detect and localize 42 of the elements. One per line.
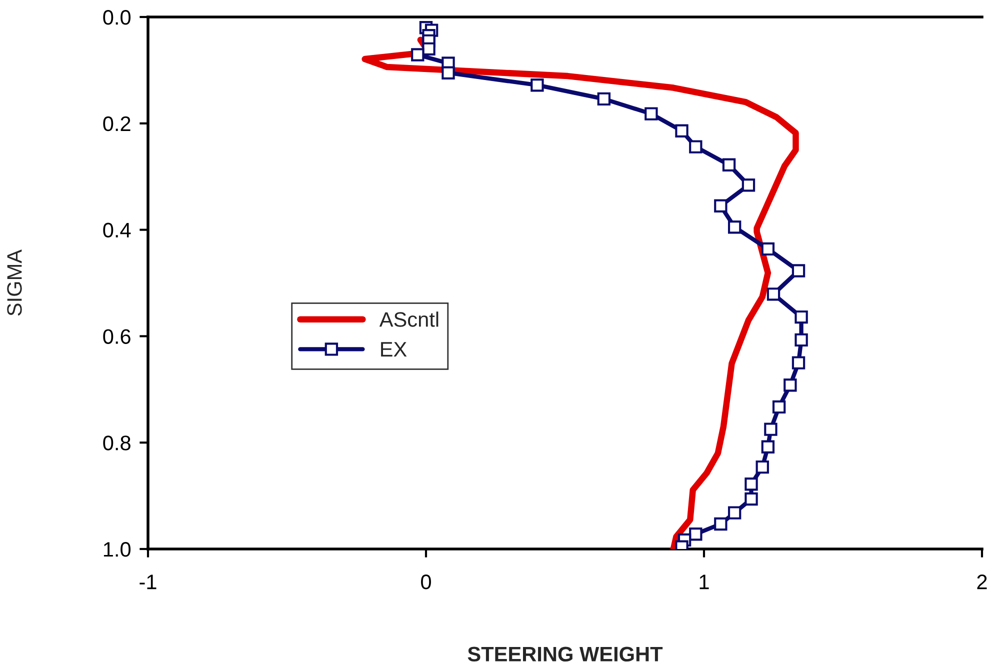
x-tick-label: -1	[140, 574, 156, 590]
point	[761, 242, 775, 256]
legend-label: EX	[381, 342, 407, 357]
x-tick-label: 1	[700, 574, 709, 590]
point	[744, 492, 758, 506]
point	[794, 333, 808, 347]
point	[442, 66, 455, 80]
legend-label: AScntl	[379, 312, 438, 327]
point	[772, 400, 786, 414]
point	[744, 477, 758, 491]
point	[530, 78, 544, 92]
point	[644, 107, 658, 120]
y-tick-label: 0.2	[103, 116, 130, 132]
y-tick-label: 1.0	[104, 542, 131, 557]
x-axis-title: STEERING WEIGHT	[468, 646, 663, 662]
y-tick-label: 0.6	[103, 329, 130, 344]
point	[792, 356, 806, 370]
point	[764, 422, 778, 436]
x-tick-label: 0	[421, 574, 431, 590]
point	[761, 440, 775, 454]
point	[728, 220, 742, 234]
y-tick-label: 0.0	[103, 10, 131, 25]
y-axis-title: SIGMA	[7, 249, 22, 316]
point	[689, 528, 702, 541]
point	[784, 378, 797, 392]
y-tick-label: 0.4	[103, 222, 131, 238]
point	[794, 310, 808, 324]
point	[411, 48, 424, 62]
point	[714, 199, 728, 212]
x-tick-label: 2	[977, 574, 987, 590]
point	[742, 178, 756, 192]
point	[714, 517, 728, 531]
point	[689, 140, 702, 154]
point	[675, 124, 688, 138]
y-tick-label: 0.8	[103, 436, 130, 450]
point	[728, 506, 742, 520]
point	[766, 288, 780, 301]
point	[422, 42, 436, 56]
point	[756, 460, 769, 474]
point	[792, 264, 806, 278]
point	[597, 92, 611, 106]
point	[722, 158, 736, 172]
